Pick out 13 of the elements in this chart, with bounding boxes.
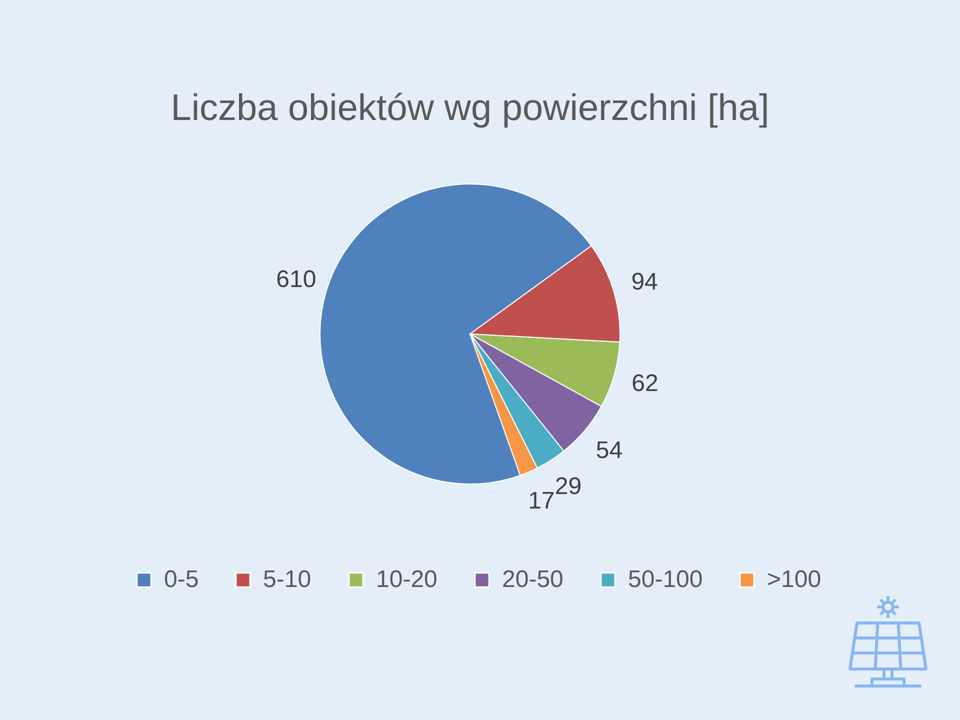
legend-label: 5-10 xyxy=(263,566,312,593)
data-label: 610 xyxy=(276,266,316,294)
legend-label: 0-5 xyxy=(164,566,199,593)
legend-label: 20-50 xyxy=(502,566,564,593)
data-label: 17 xyxy=(528,487,555,514)
legend-label: 50-100 xyxy=(628,566,703,593)
legend-label: 10-20 xyxy=(376,566,438,593)
legend-label: >100 xyxy=(767,566,822,593)
chart-title: Liczba obiektów wg powierzchni [ha] xyxy=(170,87,770,128)
data-label: 29 xyxy=(554,473,582,500)
data-label: 62 xyxy=(632,370,658,398)
data-label: 54 xyxy=(596,437,623,464)
data-label: 94 xyxy=(631,268,658,296)
